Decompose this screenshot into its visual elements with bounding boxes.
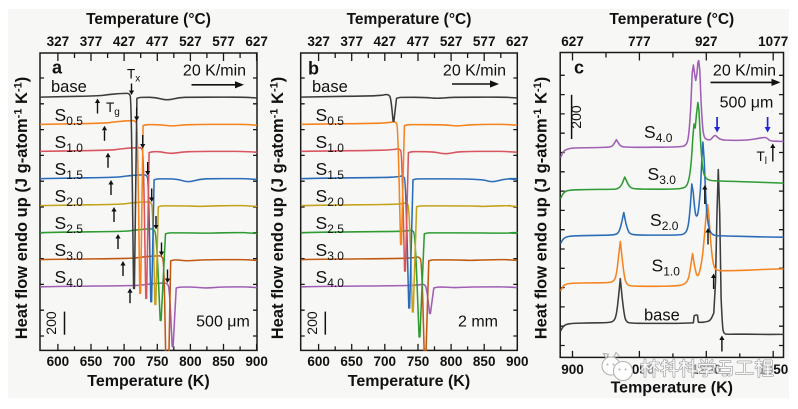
svg-text:927: 927 <box>695 34 718 49</box>
svg-text:650: 650 <box>80 354 103 369</box>
svg-text:650: 650 <box>340 354 363 369</box>
svg-text:Tl: Tl <box>757 149 767 167</box>
svg-text:627: 627 <box>506 34 529 49</box>
svg-text:Temperature (K): Temperature (K) <box>87 373 209 390</box>
svg-text:Temperature (°C): Temperature (°C) <box>609 11 734 28</box>
svg-text:Heat flow endo up (J g-atom-1: Heat flow endo up (J g-atom-1 K-1) <box>269 77 288 339</box>
svg-text:1077: 1077 <box>758 34 788 49</box>
svg-text:600: 600 <box>47 354 70 369</box>
svg-text:777: 777 <box>628 34 651 49</box>
svg-text:700: 700 <box>113 354 136 369</box>
svg-text:200: 200 <box>568 105 584 129</box>
svg-text:2 mm: 2 mm <box>458 314 498 331</box>
svg-text:700: 700 <box>374 354 397 369</box>
svg-text:500 μm: 500 μm <box>720 95 774 112</box>
svg-text:Temperature (K): Temperature (K) <box>348 373 470 390</box>
svg-text:b: b <box>308 59 319 79</box>
svg-text:477: 477 <box>407 34 430 49</box>
svg-text:427: 427 <box>113 34 136 49</box>
svg-text:577: 577 <box>473 34 496 49</box>
svg-text:Temperature (°C): Temperature (°C) <box>86 11 211 28</box>
svg-text:500 μm: 500 μm <box>196 314 250 331</box>
svg-text:200: 200 <box>304 311 320 335</box>
svg-text:Temperature (°C): Temperature (°C) <box>347 11 472 28</box>
svg-text:327: 327 <box>47 34 70 49</box>
svg-text:200: 200 <box>43 311 59 335</box>
svg-text:477: 477 <box>146 34 169 49</box>
svg-text:377: 377 <box>340 34 363 49</box>
svg-text:800: 800 <box>440 354 463 369</box>
svg-text:377: 377 <box>80 34 103 49</box>
svg-text:base: base <box>312 78 348 96</box>
svg-text:627: 627 <box>245 34 268 49</box>
svg-text:S2.0: S2.0 <box>650 210 679 233</box>
svg-text:627: 627 <box>561 34 584 49</box>
svg-text:900: 900 <box>245 354 268 369</box>
svg-text:base: base <box>51 78 87 96</box>
svg-text:577: 577 <box>212 34 235 49</box>
svg-text:750: 750 <box>407 354 430 369</box>
svg-text:900: 900 <box>561 362 584 377</box>
svg-text:20 K/min: 20 K/min <box>183 63 246 80</box>
svg-text:c: c <box>574 58 584 78</box>
svg-text:850: 850 <box>212 354 235 369</box>
svg-text:900: 900 <box>506 354 529 369</box>
svg-text:20 K/min: 20 K/min <box>443 63 506 80</box>
svg-text:800: 800 <box>179 354 202 369</box>
svg-text:600: 600 <box>307 354 330 369</box>
svg-text:527: 527 <box>440 34 463 49</box>
svg-text:427: 427 <box>374 34 397 49</box>
svg-text:a: a <box>52 58 63 78</box>
svg-text:850: 850 <box>473 354 496 369</box>
svg-text:327: 327 <box>307 34 330 49</box>
svg-text:750: 750 <box>146 354 169 369</box>
svg-text:20 K/min: 20 K/min <box>713 63 776 80</box>
svg-text:Temperature (K): Temperature (K) <box>611 380 733 397</box>
svg-text:Heat flow endo up (J g-atom-1: Heat flow endo up (J g-atom-1 K-1) <box>13 77 32 339</box>
svg-text:base: base <box>644 307 680 325</box>
svg-text:527: 527 <box>179 34 202 49</box>
svg-text:Heat flow endo up (J g-atom-1: Heat flow endo up (J g-atom-1 K-1) <box>532 77 551 339</box>
